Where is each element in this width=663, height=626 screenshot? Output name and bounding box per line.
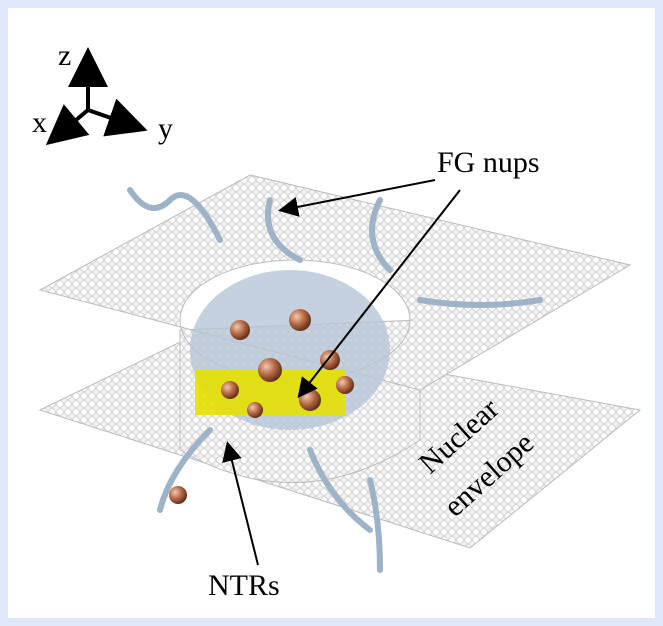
label-fg-nups: FG nups bbox=[437, 146, 540, 179]
figure-frame: z x y FG nups NTRs Nuclear envelope bbox=[8, 8, 655, 618]
page: z x y FG nups NTRs Nuclear envelope (() … bbox=[0, 0, 663, 626]
label-ntrs: NTRs bbox=[208, 569, 280, 602]
axis-label-z: z bbox=[58, 39, 71, 72]
axis-label-y: y bbox=[158, 112, 173, 145]
axis-label-x: x bbox=[32, 106, 47, 139]
nuclear-pore-illustration: z x y FG nups NTRs Nuclear envelope bbox=[8, 8, 655, 618]
